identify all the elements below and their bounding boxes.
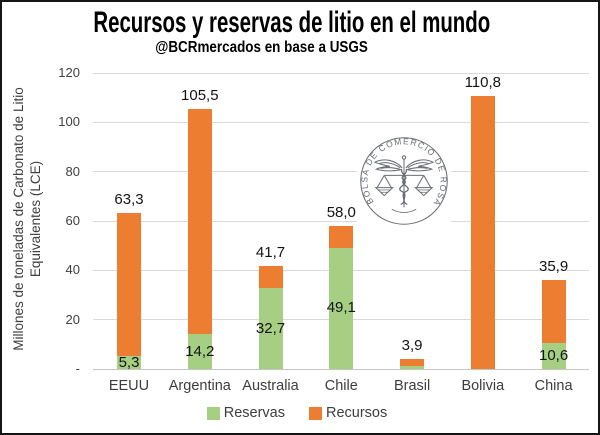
total-label-eeuu: 63,3 — [114, 190, 144, 208]
bar-argentina-reservas — [187, 334, 212, 369]
y-tick-20: 20 — [65, 311, 80, 327]
bolsa-de-comercio-de-rosario-seal-icon: BOLSA DE COMERCIO DE ROSARIO — [357, 134, 451, 228]
legend-item-reservas: Reservas — [206, 405, 285, 421]
category-label-china: China — [534, 378, 573, 394]
bar-brasil-reservas — [400, 366, 425, 369]
bar-australia-reservas — [258, 288, 283, 369]
y-axis-title-line1: Millones de toneladas de Carbonato de Li… — [11, 87, 26, 351]
bar-eeuu-reservas — [117, 355, 141, 369]
reservas-swatch-icon — [206, 406, 220, 420]
chart-title: Recursos y reservas de litio en el mundo — [93, 6, 491, 39]
legend-label-reservas: Reservas — [223, 405, 285, 421]
chart-legend: Reservas Recursos — [0, 403, 594, 423]
total-label-australia: 41,7 — [255, 244, 286, 262]
recursos-swatch-icon — [309, 406, 322, 420]
gridline-80 — [93, 171, 589, 173]
category-label-bolivia: Bolivia — [461, 378, 505, 394]
category-label-brasil: Brasil — [393, 378, 431, 394]
y-tick-100: 100 — [58, 114, 80, 130]
reservas-label-argentina: 14,2 — [185, 342, 215, 360]
y-tick-60: 60 — [65, 213, 80, 228]
reservas-label-china: 10,6 — [538, 346, 569, 364]
chart-subtitle: @BCRmercados en base a USGS — [155, 39, 369, 56]
reservas-label-chile: 49,1 — [326, 299, 356, 317]
gridline-100 — [93, 121, 589, 123]
x-axis-line — [93, 369, 589, 370]
category-label-argentina: Argentina — [168, 378, 231, 394]
legend-label-recursos: Recursos — [326, 405, 388, 421]
total-label-argentina: 105,5 — [181, 86, 219, 104]
total-label-china: 35,9 — [538, 258, 569, 276]
bar-chile-reservas — [329, 247, 354, 369]
category-label-australia: Australia — [242, 378, 299, 394]
y-tick-0: - — [75, 361, 80, 376]
category-label-eeuu: EEUU — [108, 378, 150, 394]
bar-china-reservas — [541, 342, 566, 369]
total-label-chile: 58,0 — [326, 203, 356, 221]
bar-brasil-recursos — [400, 359, 425, 367]
gridline-60 — [93, 220, 589, 222]
y-tick-80: 80 — [65, 163, 80, 179]
bar-bolivia-recursos — [470, 95, 495, 369]
bar-china-recursos — [541, 280, 566, 343]
gridline-120 — [93, 72, 589, 74]
reservas-label-eeuu: 5,3 — [118, 353, 140, 371]
bar-australia-recursos — [258, 266, 283, 289]
bar-eeuu-recursos — [117, 212, 141, 356]
y-tick-40: 40 — [65, 262, 80, 278]
legend-item-recursos: Recursos — [309, 405, 387, 421]
reservas-label-australia: 32,7 — [255, 319, 286, 337]
bar-argentina-recursos — [187, 108, 212, 334]
total-label-brasil: 3,9 — [401, 337, 423, 355]
bar-chile-recursos — [329, 225, 354, 248]
total-label-bolivia: 110,8 — [464, 73, 502, 91]
y-tick-120: 120 — [58, 65, 80, 80]
category-label-chile: Chile — [324, 378, 358, 394]
